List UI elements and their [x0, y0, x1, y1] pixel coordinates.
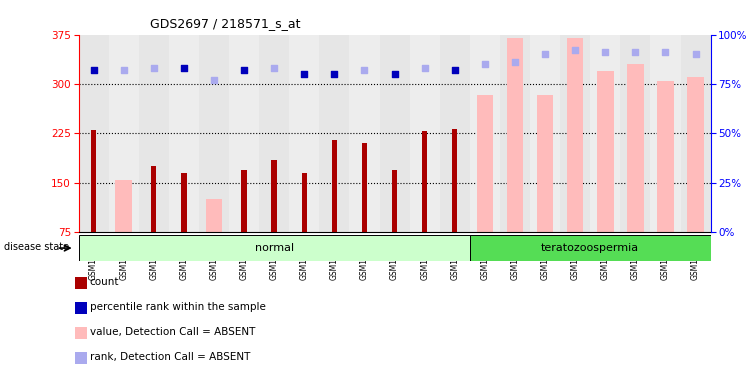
Point: [328, 71, 340, 77]
Bar: [79, 35, 108, 232]
Bar: [651, 35, 681, 232]
Bar: [362, 143, 367, 232]
Point: [599, 49, 611, 55]
Bar: [115, 180, 132, 232]
Bar: [681, 35, 711, 232]
Bar: [476, 95, 493, 232]
Bar: [537, 95, 554, 232]
Bar: [470, 35, 500, 232]
Bar: [500, 35, 530, 232]
Bar: [567, 38, 583, 232]
Point: [178, 65, 190, 71]
Point: [419, 65, 431, 71]
Bar: [349, 35, 379, 232]
Bar: [242, 170, 247, 232]
Bar: [379, 35, 410, 232]
Bar: [181, 173, 186, 232]
Point: [389, 71, 401, 77]
Point: [358, 67, 370, 73]
Bar: [470, 235, 711, 261]
Text: value, Detection Call = ABSENT: value, Detection Call = ABSENT: [90, 327, 255, 337]
Point: [629, 49, 641, 55]
Bar: [597, 71, 613, 232]
Point: [88, 67, 99, 73]
Bar: [301, 173, 307, 232]
Bar: [206, 199, 222, 232]
Bar: [452, 129, 458, 232]
Bar: [657, 81, 674, 232]
Bar: [506, 38, 524, 232]
Bar: [79, 235, 470, 261]
Bar: [259, 35, 289, 232]
Text: teratozoospermia: teratozoospermia: [541, 243, 640, 253]
Point: [569, 47, 581, 53]
Bar: [440, 35, 470, 232]
Text: rank, Detection Call = ABSENT: rank, Detection Call = ABSENT: [90, 352, 250, 362]
Bar: [590, 35, 620, 232]
Bar: [138, 35, 169, 232]
Point: [660, 49, 672, 55]
Point: [148, 65, 160, 71]
Bar: [199, 35, 229, 232]
Bar: [289, 35, 319, 232]
Point: [117, 67, 129, 73]
Bar: [319, 35, 349, 232]
Point: [690, 51, 702, 58]
Bar: [422, 131, 427, 232]
Text: GDS2697 / 218571_s_at: GDS2697 / 218571_s_at: [150, 17, 300, 30]
Bar: [272, 160, 277, 232]
Bar: [627, 64, 643, 232]
Point: [509, 59, 521, 65]
Point: [479, 61, 491, 67]
Point: [208, 77, 220, 83]
Bar: [169, 35, 199, 232]
Point: [298, 71, 310, 77]
Bar: [687, 78, 704, 232]
Text: count: count: [90, 277, 119, 287]
Bar: [620, 35, 651, 232]
Bar: [108, 35, 138, 232]
Bar: [560, 35, 590, 232]
Text: normal: normal: [254, 243, 294, 253]
Bar: [331, 140, 337, 232]
Bar: [392, 170, 397, 232]
Text: disease state: disease state: [4, 242, 69, 252]
Bar: [91, 130, 96, 232]
Bar: [229, 35, 259, 232]
Text: percentile rank within the sample: percentile rank within the sample: [90, 302, 266, 312]
Point: [238, 67, 250, 73]
Bar: [151, 166, 156, 232]
Bar: [410, 35, 440, 232]
Point: [449, 67, 461, 73]
Bar: [530, 35, 560, 232]
Point: [539, 51, 551, 58]
Point: [269, 65, 280, 71]
